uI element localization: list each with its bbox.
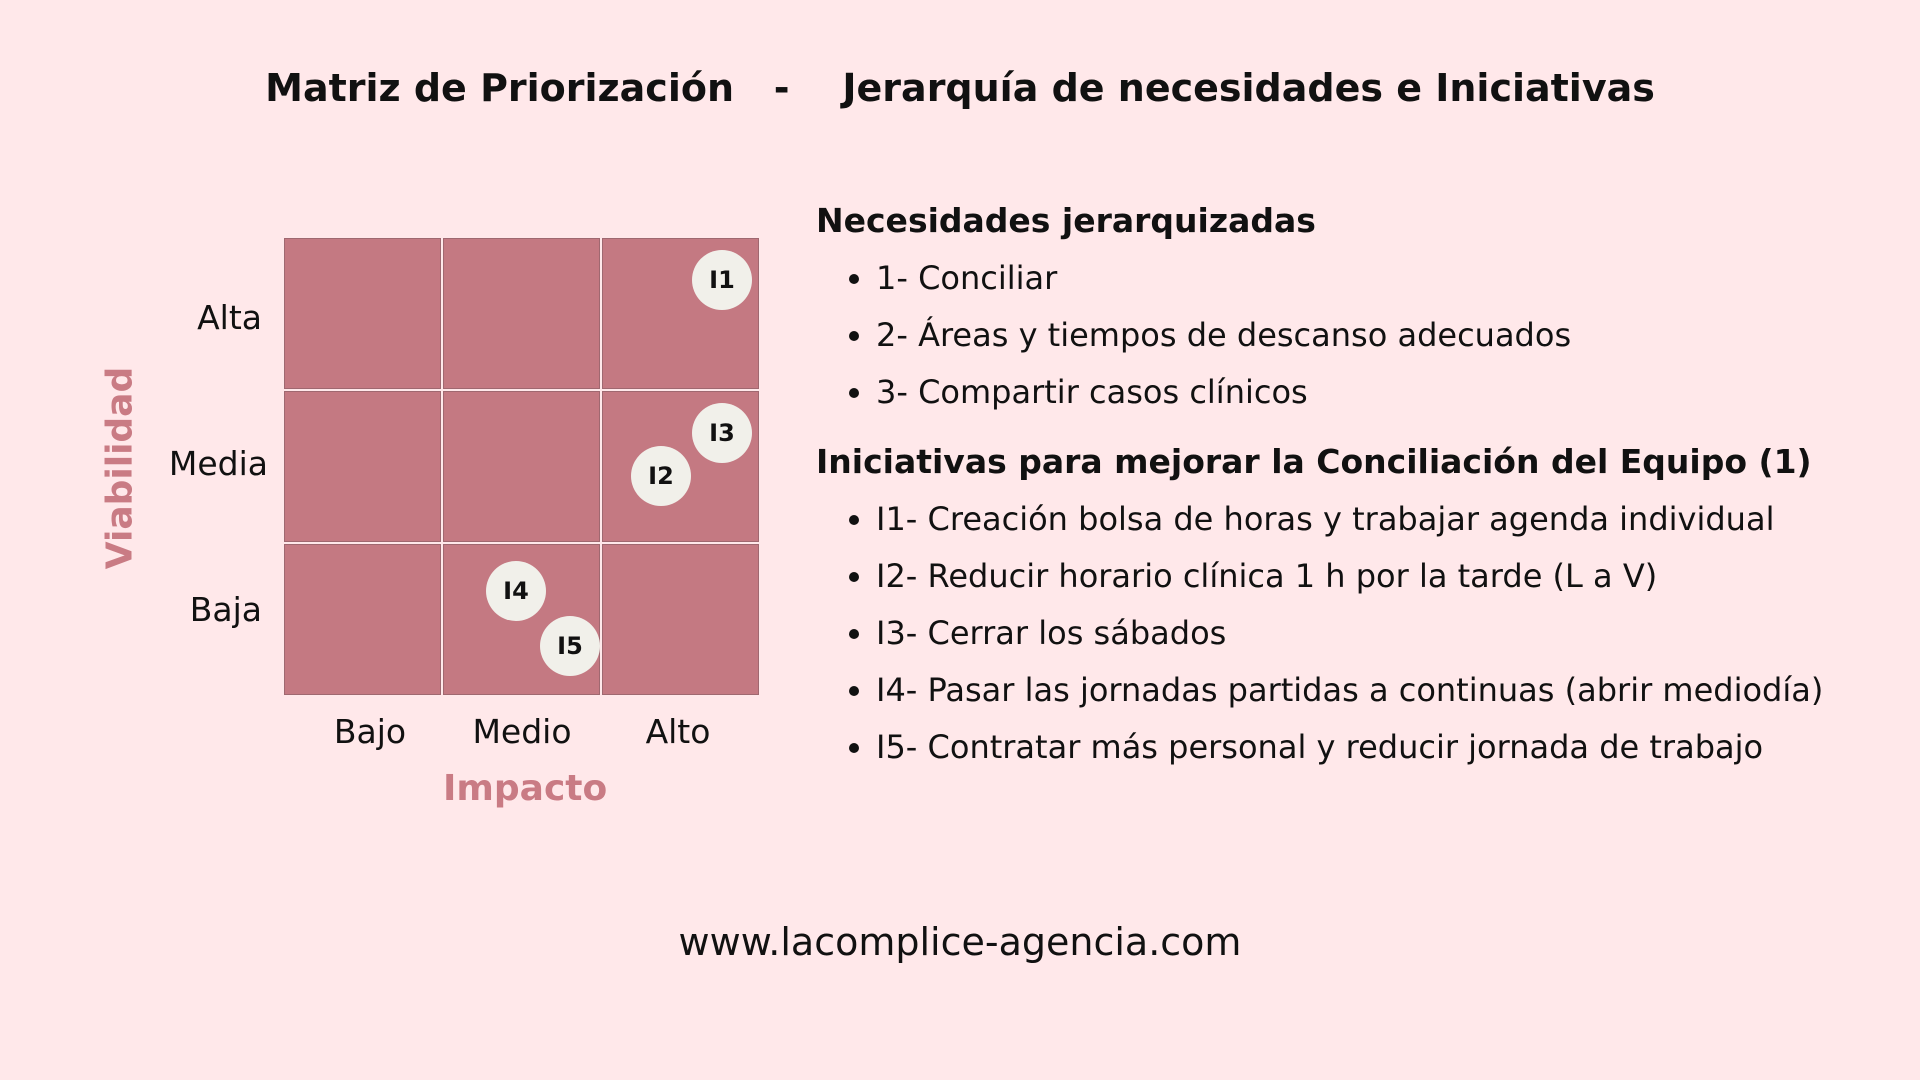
initiative-bubble-i1: I1 xyxy=(692,250,752,310)
y-label-alta: Alta xyxy=(197,298,262,337)
y-axis-title: Viabilidad xyxy=(99,366,141,570)
x-axis-title: Impacto xyxy=(443,768,608,809)
footer-url: www.lacomplice-agencia.com xyxy=(678,920,1242,964)
page-title: Matriz de Priorización - Jerarquía de ne… xyxy=(265,66,1655,110)
needs-heading: Necesidades jerarquizadas xyxy=(816,201,1316,240)
y-label-media: Media xyxy=(168,444,268,483)
list-item: I3- Cerrar los sábados xyxy=(876,605,1896,662)
matrix-cell xyxy=(443,238,600,389)
list-item: I4- Pasar las jornadas partidas a contin… xyxy=(876,662,1896,719)
initiative-bubble-i4: I4 xyxy=(486,561,546,621)
needs-list: 1- Conciliar 2- Áreas y tiempos de desca… xyxy=(816,250,1896,421)
y-label-baja: Baja xyxy=(189,590,262,629)
list-item: 3- Compartir casos clínicos xyxy=(876,364,1896,421)
initiative-bubble-i2: I2 xyxy=(631,446,691,506)
list-item: 2- Áreas y tiempos de descanso adecuados xyxy=(876,307,1896,364)
initiatives-heading: Iniciativas para mejorar la Conciliación… xyxy=(816,442,1812,481)
initiatives-list: I1- Creación bolsa de horas y trabajar a… xyxy=(816,491,1896,776)
list-item: I1- Creación bolsa de horas y trabajar a… xyxy=(876,491,1896,548)
initiative-bubble-i5: I5 xyxy=(540,616,600,676)
matrix-cell xyxy=(443,391,600,542)
list-item: 1- Conciliar xyxy=(876,250,1896,307)
matrix-cell xyxy=(284,238,441,389)
legend-column: Necesidades jerarquizadas 1- Conciliar 2… xyxy=(816,198,1896,794)
priority-matrix: I1 I2 I3 I4 I5 xyxy=(284,238,760,698)
list-item: I2- Reducir horario clínica 1 h por la t… xyxy=(876,548,1896,605)
x-label-bajo: Bajo xyxy=(333,712,407,751)
x-label-medio: Medio xyxy=(472,712,572,751)
list-item: I5- Contratar más personal y reducir jor… xyxy=(876,719,1896,776)
x-label-alto: Alto xyxy=(645,712,711,751)
matrix-cell xyxy=(284,544,441,695)
matrix-cell xyxy=(284,391,441,542)
initiative-bubble-i3: I3 xyxy=(692,403,752,463)
matrix-cell xyxy=(602,544,759,695)
